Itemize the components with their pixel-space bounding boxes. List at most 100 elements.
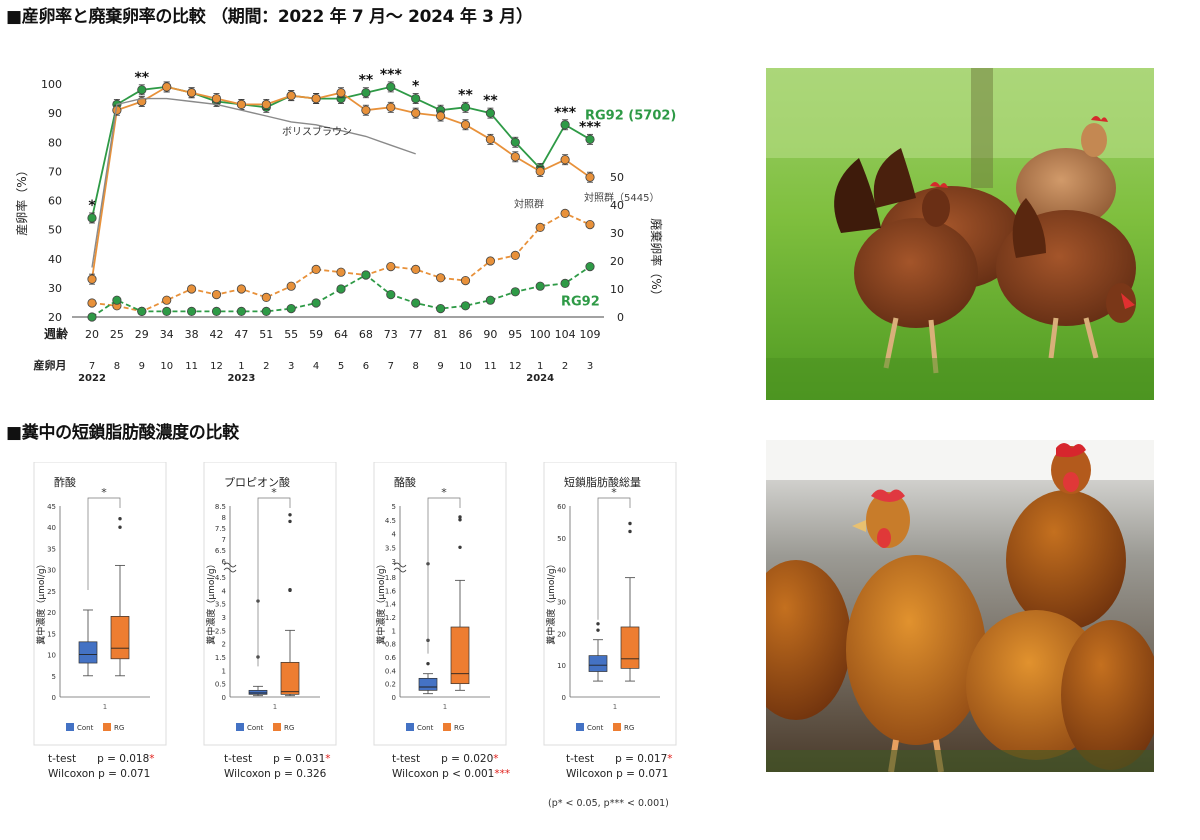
egg-rate-line-chart: 20 30 40 50 60 70 80 90 100 0 10 20 30 40 50 産卵率（%） 廃棄卵率… xyxy=(14,67,676,384)
y-tick-label: 2 xyxy=(222,641,226,649)
y-tick-label: 6 xyxy=(222,558,227,566)
y-tick-label: 30 xyxy=(47,567,56,575)
section2-title: ■糞中の短鎖脂肪酸濃度の比較 xyxy=(6,423,239,443)
series-point xyxy=(435,273,446,283)
month-tick-label: 12 xyxy=(210,361,223,372)
wilcoxon-result: Wilcoxon p = 0.326 xyxy=(224,768,327,780)
x-tick-label: 77 xyxy=(409,328,423,341)
y-tick-label: 40 xyxy=(47,524,56,532)
series-point xyxy=(87,274,97,284)
significance-bracket xyxy=(427,497,461,654)
y-tick-label: 4.5 xyxy=(385,517,396,525)
series-point xyxy=(236,284,246,294)
series-point xyxy=(560,208,570,218)
series-point xyxy=(211,306,222,316)
y-tick-label: 40 xyxy=(48,253,62,266)
y-axis-label: 産卵率（%） xyxy=(14,164,29,235)
x-tick-label: 90 xyxy=(483,328,497,341)
y-tick-label: 80 xyxy=(48,136,62,149)
series-point xyxy=(162,82,172,92)
month-tick-label: 12 xyxy=(509,361,522,372)
series-point xyxy=(286,91,296,101)
legend-swatch-rg xyxy=(273,723,281,731)
significance-star: * xyxy=(88,198,96,214)
series-point xyxy=(162,306,172,316)
series-point xyxy=(535,222,545,232)
y-right-tick-label: 10 xyxy=(610,283,624,296)
y-tick-label: 20 xyxy=(48,311,62,324)
rg-outlier xyxy=(288,519,292,524)
series-point xyxy=(460,102,471,112)
month-tick-label: 3 xyxy=(587,361,593,372)
section1-title: ■産卵率と廃棄卵率の比較 （期間：2022 年 7 月～ 2024 年 3 月） xyxy=(6,7,533,27)
legend-swatch-cont xyxy=(236,723,244,731)
series-point xyxy=(336,267,346,277)
month-tick-label: 7 xyxy=(89,361,95,372)
cont-box xyxy=(78,641,98,664)
series-label-control-dashed: 対照群 xyxy=(514,197,544,210)
series-point xyxy=(336,284,346,294)
significance-star: * xyxy=(271,486,277,499)
month-tick-label: 2 xyxy=(562,361,568,372)
plot-frame xyxy=(373,462,507,746)
y-tick-label: 1.2 xyxy=(385,614,396,622)
y-tick-label: 0.5 xyxy=(215,681,226,689)
legend-swatch-rg xyxy=(103,723,111,731)
x-tick-label: 100 xyxy=(530,328,551,341)
y-right-tick-label: 40 xyxy=(610,199,624,212)
y-right-tick-label: 30 xyxy=(610,227,624,240)
y-tick-label: 30 xyxy=(48,282,62,295)
y-tick-label: 20 xyxy=(47,609,56,617)
y-right-tick-label: 20 xyxy=(610,255,624,268)
x-tick-label: 29 xyxy=(135,328,149,341)
significance-star: * xyxy=(441,486,447,499)
series-point xyxy=(560,278,570,288)
x-tick-label: 1 xyxy=(613,703,617,711)
series-point xyxy=(87,312,97,322)
series-point xyxy=(510,287,520,297)
box-plot-title: 酪酸 xyxy=(394,475,416,489)
series-point xyxy=(460,301,471,311)
y-tick-label: 0 xyxy=(392,694,396,702)
wilcoxon-result: Wilcoxon p = 0.071 xyxy=(48,768,151,780)
month-tick-label: 9 xyxy=(139,361,145,372)
cont-outlier xyxy=(426,661,430,666)
series-point xyxy=(261,306,271,316)
series-point xyxy=(411,298,421,308)
month-tick-label: 6 xyxy=(363,361,369,372)
rg-outlier xyxy=(458,515,462,519)
series-point xyxy=(361,270,371,280)
y-tick-label: 1.6 xyxy=(385,587,397,595)
y-tick-label: 4.5 xyxy=(215,574,226,582)
x-tick-label: 109 xyxy=(580,328,601,341)
y-tick-label: 3 xyxy=(222,614,226,622)
month-tick-label: 1 xyxy=(238,361,244,372)
y-tick-label: 1 xyxy=(222,667,226,675)
significance-star: *** xyxy=(380,67,403,83)
month-tick-label: 4 xyxy=(313,361,319,372)
y-tick-label: 4 xyxy=(392,531,397,539)
y-tick-label: 35 xyxy=(47,545,56,553)
series-point xyxy=(386,82,396,92)
month-tick-label: 7 xyxy=(388,361,394,372)
legend-label-cont: Cont xyxy=(247,724,264,732)
rg-outlier xyxy=(628,521,632,526)
cont-outlier xyxy=(596,628,600,632)
series-point xyxy=(261,292,271,302)
series-point xyxy=(585,134,595,144)
hens-in-grass-photo xyxy=(766,68,1154,400)
plot-frame xyxy=(203,462,337,746)
y-tick-label: 7.5 xyxy=(215,525,226,533)
series-label-control: 対照群（5445） xyxy=(584,191,659,204)
y-tick-label: 1.8 xyxy=(385,574,396,582)
series-point xyxy=(510,137,520,147)
rg-outlier xyxy=(118,517,122,521)
wilcoxon-result: Wilcoxon p < 0.001*** xyxy=(392,768,511,780)
significance-bracket xyxy=(257,497,291,667)
x-axis-label: 週齢 xyxy=(44,326,69,341)
significance-bracket xyxy=(87,497,121,590)
y-tick-label: 3.5 xyxy=(215,601,226,609)
hens-flock-photo xyxy=(766,440,1154,772)
series-point xyxy=(485,295,495,305)
